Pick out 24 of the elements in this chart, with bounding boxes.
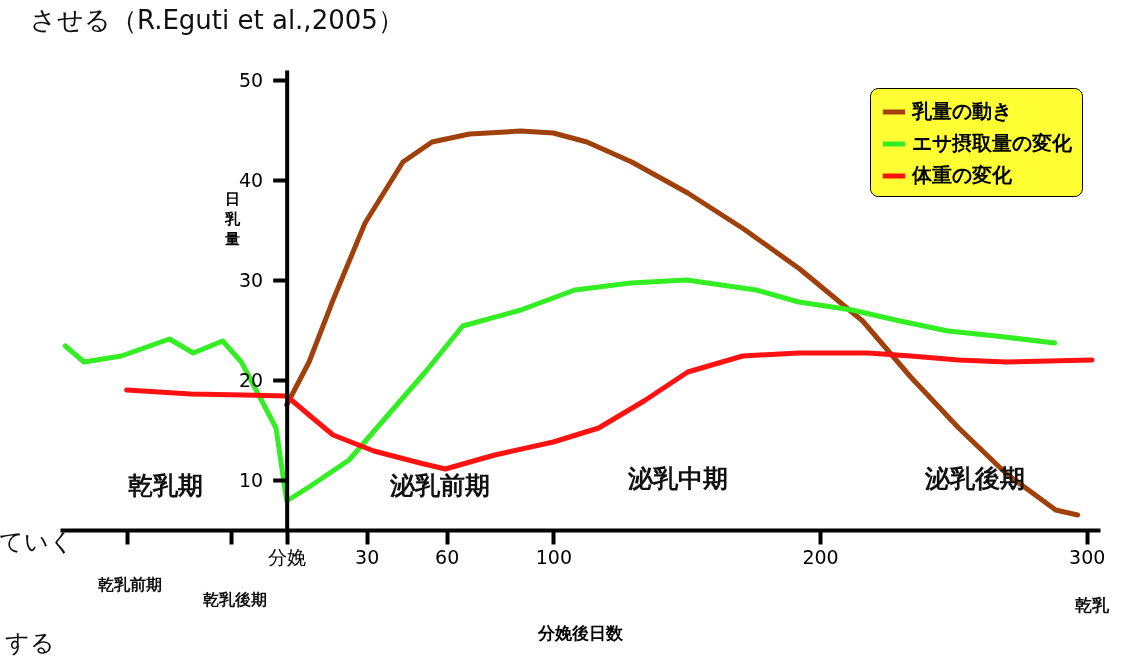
y-axis-title: 日乳量 — [223, 190, 241, 249]
legend-label: エサ摂取量の変化 — [912, 131, 1073, 155]
annotation: 乾乳期 — [127, 469, 203, 502]
x-tick-label: 300 — [1069, 545, 1106, 568]
x-tick-label: 30 — [355, 545, 380, 568]
x-tick-label: 100 — [535, 545, 572, 568]
y-tick-label: 40 — [238, 168, 264, 191]
annotation: 泌乳中期 — [628, 462, 728, 495]
y-tick-label: 30 — [238, 268, 264, 291]
text: 乾乳 — [1075, 593, 1109, 617]
text: 乾乳後期 — [203, 589, 267, 611]
y-tick-label: 10 — [238, 468, 264, 491]
x-tick-label: 60 — [435, 545, 460, 568]
annotation: 泌乳前期 — [390, 469, 490, 502]
text: する — [5, 628, 55, 659]
x-tick-label: 200 — [802, 545, 839, 568]
x-tick-label: 分娩 — [268, 545, 307, 568]
x-axis-title: 分娩後日数 — [537, 622, 624, 643]
chart-title: させる（R.Eguti et al.,2005） — [30, 5, 404, 35]
legend-label: 乳量の動き — [911, 99, 1012, 123]
y-tick-label: 50 — [238, 68, 264, 91]
text: 乾乳前期 — [98, 574, 162, 596]
annotation: ていく — [0, 527, 74, 558]
legend-label: 体重の変化 — [911, 163, 1013, 187]
